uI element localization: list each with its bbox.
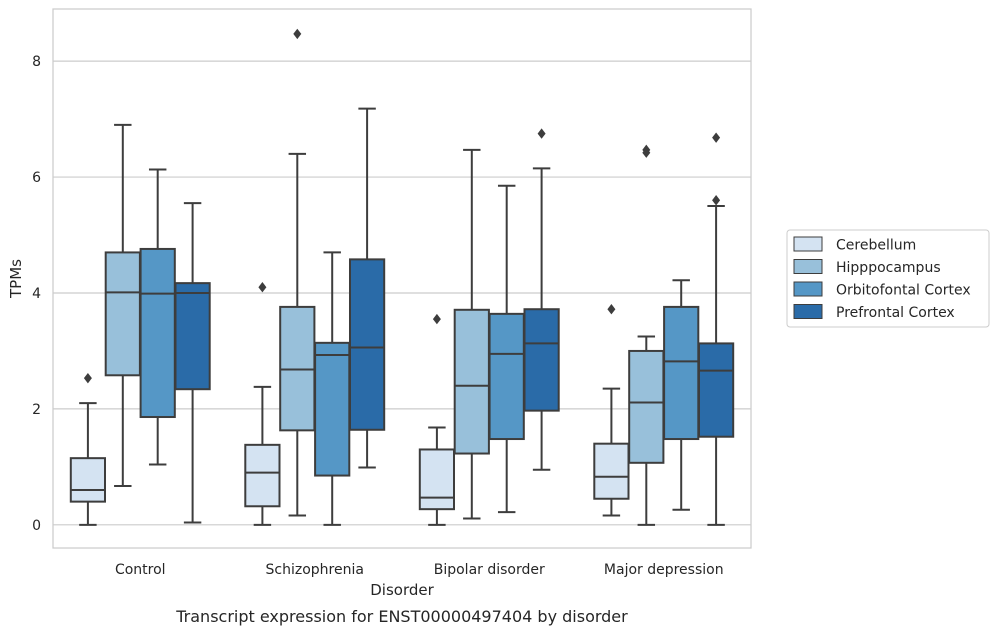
outlier-point — [712, 195, 721, 206]
legend: Cerebellum Hipppocampus Orbitofontal Corte… — [786, 229, 990, 328]
box-2-2 — [488, 184, 525, 514]
x-axis-ticks: Control Schizophrenia Bipolar disorder Majo… — [115, 562, 724, 578]
box-2-0 — [139, 168, 176, 466]
legend-label: Prefrontal Cortex — [836, 305, 955, 321]
y-tick-label: 8 — [32, 54, 41, 70]
box-body — [523, 308, 560, 412]
plot-frame — [52, 8, 752, 549]
box-body — [697, 342, 735, 438]
box-body — [418, 448, 456, 511]
box-body — [663, 305, 700, 441]
outlier-point — [607, 304, 616, 315]
box-3-2 — [523, 128, 560, 471]
box-2-3 — [663, 279, 700, 511]
y-axis-ticks: 0 2 4 6 8 — [32, 54, 41, 534]
box-body — [314, 341, 351, 477]
outlier-point — [712, 132, 721, 143]
y-tick-label: 4 — [32, 286, 41, 302]
box-body — [174, 282, 211, 391]
box-body — [488, 312, 525, 441]
outlier-point — [432, 313, 441, 325]
legend-swatch — [793, 281, 823, 297]
box-body — [628, 349, 665, 464]
plot-area — [69, 28, 735, 526]
box-body — [139, 247, 176, 419]
box-body — [348, 258, 386, 431]
box-body — [244, 443, 281, 508]
x-axis-label: Disorder — [370, 581, 434, 599]
box-0-1 — [244, 281, 281, 526]
outlier-point — [258, 281, 267, 293]
box-3-3 — [697, 132, 735, 526]
box-body — [104, 251, 141, 377]
outlier-point — [642, 144, 651, 156]
box-1-1 — [279, 28, 316, 517]
legend-label: Orbitofontal Cortex — [836, 283, 971, 299]
legend-label: Hipppocampus — [836, 260, 941, 276]
box-1-2 — [453, 148, 490, 520]
outlier-point — [537, 128, 546, 139]
box-0-2 — [418, 313, 456, 526]
y-tick-label: 6 — [32, 170, 41, 186]
outlier-point — [83, 372, 92, 384]
box-3-0 — [174, 202, 211, 524]
outlier-point — [293, 28, 302, 40]
x-tick-label: Control — [115, 562, 166, 578]
box-3-1 — [348, 107, 386, 469]
box-1-0 — [104, 123, 141, 487]
legend-swatch — [793, 259, 823, 274]
box-body — [593, 442, 630, 500]
box-0-0 — [69, 372, 107, 526]
x-tick-label: Bipolar disorder — [434, 562, 545, 578]
x-tick-label: Schizophrenia — [266, 562, 364, 578]
box-0-3 — [593, 304, 630, 517]
legend-swatch — [793, 304, 823, 319]
y-tick-label: 2 — [32, 402, 41, 418]
x-tick-label: Major depression — [604, 562, 724, 578]
y-axis-label: TPMs — [7, 259, 25, 299]
y-tick-label: 0 — [32, 518, 41, 534]
legend-frame — [786, 229, 990, 328]
box-body — [69, 457, 107, 503]
box-body — [453, 308, 490, 455]
chart-caption: Transcript expression for ENST0000049740… — [175, 607, 628, 626]
legend-label: Cerebellum — [836, 238, 916, 254]
legend-swatch — [793, 236, 823, 252]
box-1-3 — [628, 144, 665, 526]
